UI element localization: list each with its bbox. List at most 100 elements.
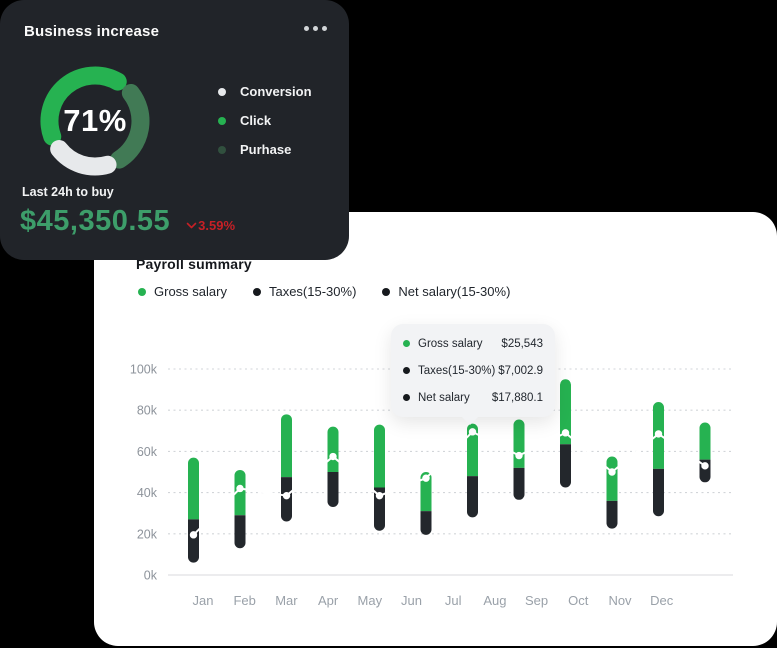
ellipsis-menu-icon[interactable] — [304, 26, 327, 31]
payroll-chart: 0k 20k 40k 60k 80k 100k Jan Feb Mar Apr May Jun Jul A… — [130, 363, 733, 608]
change-badge: 3.59% — [186, 218, 235, 233]
month-label: Nov — [608, 593, 632, 608]
legend-dot-icon — [218, 87, 226, 96]
net-salary-dot-jan[interactable] — [189, 531, 198, 539]
legend-item-net-salary[interactable]: Net salary(15-30%) — [382, 284, 510, 299]
bar-gross-jan[interactable] — [188, 457, 199, 520]
last-24h-label: Last 24h to buy — [22, 185, 114, 199]
y-tick-label: 80k — [137, 404, 158, 418]
net-salary-dot-aug[interactable] — [515, 451, 523, 460]
tooltip-row-gross: Gross salary $25,543 — [403, 338, 543, 350]
bar-gross-apr[interactable] — [327, 426, 339, 472]
legend-label: Net salary(15-30%) — [398, 284, 511, 299]
bar-gross-jun[interactable] — [420, 472, 432, 512]
tooltip-label: Net salary — [418, 391, 470, 404]
business-card-title: Business increase — [24, 23, 160, 40]
legend-dot-icon — [252, 287, 261, 296]
legend-label: Purhase — [240, 142, 292, 157]
tooltip-value: $25,543 — [501, 337, 543, 350]
bar-taxes-jul[interactable] — [467, 476, 478, 518]
bar-gross-may[interactable] — [374, 424, 385, 488]
bar-gross-jul[interactable] — [467, 423, 478, 477]
tooltip-row-net: Net salary $17,880.1 — [403, 392, 543, 404]
payroll-summary-card: 0k 20k 40k 60k 80k 100k Jan Feb Mar Apr May Jun Jul A… — [94, 212, 777, 646]
month-label: Apr — [318, 593, 339, 608]
bar-taxes-jan[interactable] — [188, 519, 199, 563]
amount-row: $45,350.55 3.59% — [20, 205, 235, 238]
legend-item-click: Click — [218, 106, 312, 135]
legend-item-gross-salary[interactable]: Gross salary — [138, 284, 227, 299]
legend-item-conversion: Conversion — [218, 77, 312, 106]
tooltip-dot-icon — [403, 340, 410, 347]
bar-gross-aug[interactable] — [513, 419, 525, 468]
net-salary-dot-dec[interactable] — [701, 462, 709, 470]
month-label: May — [358, 593, 383, 608]
net-salary-dot-jul[interactable] — [468, 428, 477, 436]
legend-label: Taxes(15-30%) — [268, 284, 357, 299]
tooltip-value: $7,002.9 — [498, 364, 543, 377]
tooltip-row-taxes: Taxes(15-30%) $7,002.9 — [403, 365, 543, 377]
net-salary-dot-may[interactable] — [375, 491, 384, 500]
net-salary-dot-feb[interactable] — [236, 484, 244, 493]
bar-taxes-may[interactable] — [374, 487, 385, 531]
change-down-icon — [186, 222, 197, 229]
net-salary-dot-sep[interactable] — [561, 429, 570, 437]
bar-taxes-nov[interactable] — [653, 468, 664, 517]
tooltip-dot-icon — [403, 367, 410, 374]
y-tick-label: 60k — [137, 445, 158, 459]
month-label: Feb — [233, 593, 255, 608]
bar-gross-mar[interactable] — [281, 414, 292, 478]
amount-value: $45,350.55 — [20, 205, 171, 237]
month-label: Jun — [401, 593, 422, 608]
y-tick-label: 100k — [130, 363, 158, 377]
net-salary-dot-jun[interactable] — [422, 474, 430, 482]
bar-taxes-oct[interactable] — [606, 500, 618, 529]
bar-taxes-aug[interactable] — [513, 467, 525, 500]
donut-segment-purhase — [110, 83, 150, 169]
bar-taxes-feb[interactable] — [234, 515, 246, 549]
donut-segment-conversion — [50, 140, 117, 176]
chart-tooltip: Gross salary $25,543 Taxes(15-30%) $7,00… — [391, 324, 555, 425]
bar-gross-feb[interactable] — [234, 469, 246, 516]
net-salary-dot-mar[interactable] — [282, 491, 291, 500]
legend-label: Gross salary — [154, 284, 227, 299]
bar-taxes-jun[interactable] — [420, 511, 432, 535]
payroll-title: Payroll summary — [136, 256, 252, 272]
legend-dot-icon — [382, 287, 391, 296]
month-label: Jan — [193, 593, 214, 608]
net-salary-line — [192, 430, 706, 536]
bar-gross-dec[interactable] — [699, 422, 711, 460]
month-label: Sep — [525, 593, 548, 608]
legend-dot-icon — [218, 116, 226, 125]
legend-item-purhase: Purhase — [218, 135, 312, 164]
legend-item-taxes[interactable]: Taxes(15-30%) — [252, 284, 357, 299]
net-salary-dot-apr[interactable] — [329, 452, 337, 461]
tooltip-dot-icon — [403, 394, 410, 401]
bar-taxes-apr[interactable] — [327, 472, 339, 508]
tooltip-label: Taxes(15-30%) — [418, 364, 496, 377]
month-label: Mar — [275, 593, 298, 608]
legend-label: Conversion — [240, 84, 312, 99]
bar-gross-oct[interactable] — [606, 456, 618, 501]
month-label: Dec — [650, 593, 674, 608]
donut-segment-click — [40, 66, 127, 146]
y-tick-label: 40k — [137, 486, 158, 500]
bar-gross-sep[interactable] — [560, 379, 571, 445]
change-value: 3.59% — [198, 218, 236, 233]
tooltip-label: Gross salary — [418, 337, 483, 350]
y-tick-label: 20k — [137, 527, 158, 541]
net-salary-dot-nov[interactable] — [654, 430, 663, 438]
month-label: Jul — [445, 593, 462, 608]
month-label: Oct — [568, 593, 589, 608]
conversion-donut-chart — [40, 66, 150, 176]
business-legend: Conversion Click Purhase — [218, 77, 312, 164]
donut-center-value: 71% — [63, 103, 127, 138]
bar-taxes-sep[interactable] — [560, 444, 571, 488]
payroll-legend: Gross salary Taxes(15-30%) Net salary(15… — [138, 284, 510, 299]
y-tick-label: 0k — [144, 569, 158, 583]
net-salary-dot-oct[interactable] — [608, 468, 616, 476]
legend-dot-icon — [218, 145, 226, 154]
tooltip-value: $17,880.1 — [491, 391, 543, 404]
legend-label: Click — [240, 113, 272, 128]
